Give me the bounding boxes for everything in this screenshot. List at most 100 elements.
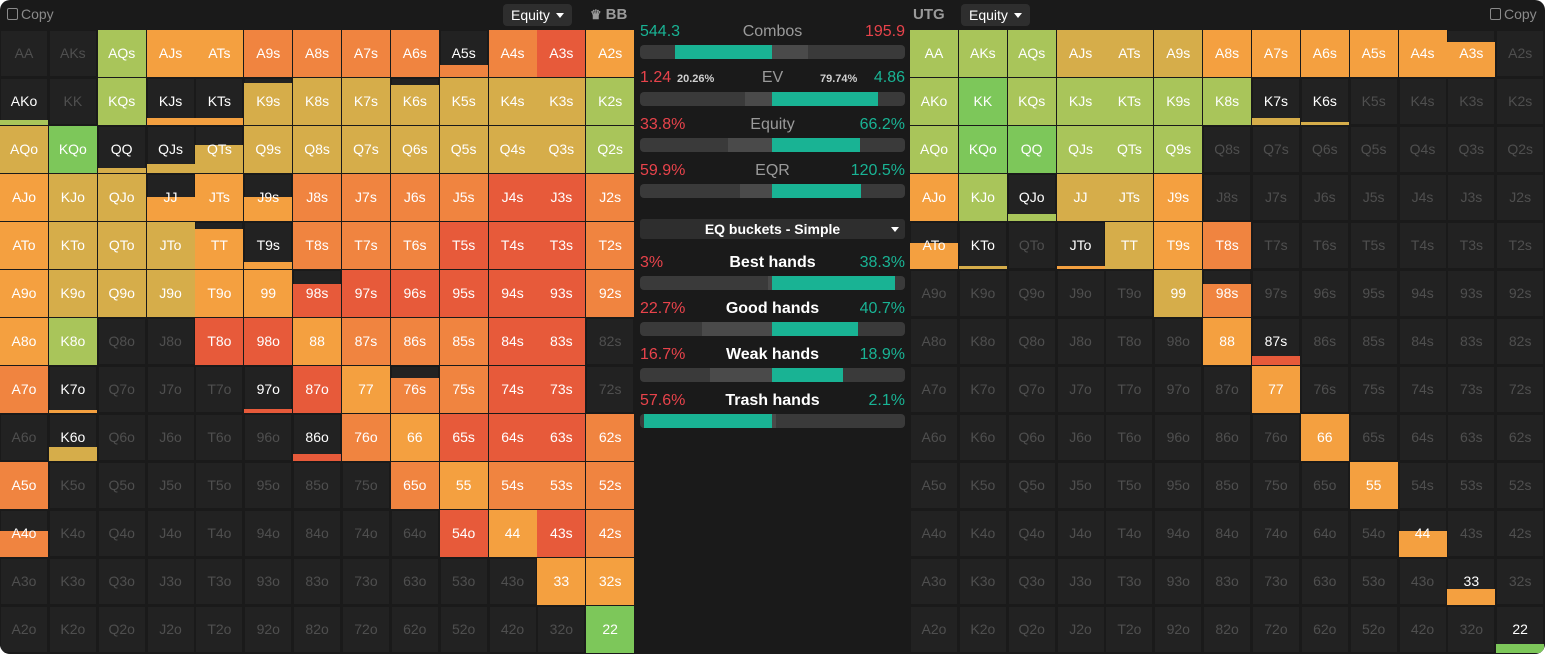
bb-hand-cell[interactable]: TT bbox=[195, 222, 244, 269]
utg-hand-cell[interactable]: 99 bbox=[1154, 270, 1203, 317]
utg-hand-cell[interactable]: K3s bbox=[1447, 78, 1496, 125]
utg-hand-cell[interactable]: Q5s bbox=[1349, 126, 1398, 173]
utg-hand-cell[interactable]: QTs bbox=[1105, 126, 1154, 173]
utg-hand-cell[interactable]: K4o bbox=[958, 510, 1007, 557]
utg-hand-cell[interactable]: 93o bbox=[1154, 558, 1203, 605]
utg-copy-button[interactable]: Copy bbox=[1490, 6, 1537, 22]
utg-hand-cell[interactable]: J2s bbox=[1496, 174, 1545, 221]
bb-hand-cell[interactable]: 64s bbox=[488, 414, 537, 461]
bb-hand-cell[interactable]: 84o bbox=[293, 510, 342, 557]
bb-hand-cell[interactable]: 76s bbox=[390, 366, 439, 413]
utg-hand-cell[interactable]: AKs bbox=[958, 30, 1007, 77]
bb-hand-cell[interactable]: T3s bbox=[537, 222, 586, 269]
utg-hand-cell[interactable]: 72s bbox=[1496, 366, 1545, 413]
bb-hand-cell[interactable]: KTo bbox=[48, 222, 97, 269]
utg-hand-cell[interactable]: J7s bbox=[1251, 174, 1300, 221]
utg-hand-cell[interactable]: Q9o bbox=[1007, 270, 1056, 317]
utg-hand-cell[interactable]: 65s bbox=[1349, 414, 1398, 461]
bb-hand-cell[interactable]: 63s bbox=[537, 414, 586, 461]
bb-hand-cell[interactable]: A6s bbox=[390, 30, 439, 77]
utg-hand-cell[interactable]: Q7s bbox=[1251, 126, 1300, 173]
utg-hand-cell[interactable]: 74o bbox=[1251, 510, 1300, 557]
bb-hand-cell[interactable]: KQo bbox=[48, 126, 97, 173]
bb-hand-cell[interactable]: J9o bbox=[146, 270, 195, 317]
bb-hand-cell[interactable]: Q6s bbox=[390, 126, 439, 173]
utg-hand-cell[interactable]: T7o bbox=[1105, 366, 1154, 413]
bb-hand-cell[interactable]: 22 bbox=[586, 606, 635, 653]
utg-hand-cell[interactable]: 63o bbox=[1300, 558, 1349, 605]
bb-hand-cell[interactable]: A4s bbox=[488, 30, 537, 77]
utg-hand-cell[interactable]: QJo bbox=[1007, 174, 1056, 221]
bb-hand-cell[interactable]: K3o bbox=[48, 558, 97, 605]
bb-hand-cell[interactable]: T2o bbox=[195, 606, 244, 653]
bb-hand-cell[interactable]: 87o bbox=[293, 366, 342, 413]
bb-hand-cell[interactable]: JTo bbox=[146, 222, 195, 269]
bb-hand-cell[interactable]: AJo bbox=[0, 174, 48, 221]
utg-hand-cell[interactable]: 52s bbox=[1496, 462, 1545, 509]
utg-hand-cell[interactable]: A8s bbox=[1203, 30, 1252, 77]
bb-hand-cell[interactable]: T3o bbox=[195, 558, 244, 605]
utg-hand-cell[interactable]: AQo bbox=[910, 126, 958, 173]
bb-hand-cell[interactable]: J2s bbox=[586, 174, 635, 221]
utg-hand-cell[interactable]: 98o bbox=[1154, 318, 1203, 365]
utg-hand-cell[interactable]: 83s bbox=[1447, 318, 1496, 365]
utg-hand-cell[interactable]: K2o bbox=[958, 606, 1007, 653]
utg-hand-cell[interactable]: Q5o bbox=[1007, 462, 1056, 509]
utg-hand-cell[interactable]: J4o bbox=[1056, 510, 1105, 557]
bb-hand-cell[interactable]: 92s bbox=[586, 270, 635, 317]
bb-hand-cell[interactable]: Q2o bbox=[97, 606, 146, 653]
bb-hand-cell[interactable]: 94o bbox=[244, 510, 293, 557]
bb-hand-cell[interactable]: QJo bbox=[97, 174, 146, 221]
bb-hand-cell[interactable]: Q9o bbox=[97, 270, 146, 317]
bb-hand-cell[interactable]: A2o bbox=[0, 606, 48, 653]
utg-hand-cell[interactable]: 85o bbox=[1203, 462, 1252, 509]
bb-hand-cell[interactable]: 93s bbox=[537, 270, 586, 317]
utg-hand-cell[interactable]: Q3s bbox=[1447, 126, 1496, 173]
utg-hand-cell[interactable]: 54o bbox=[1349, 510, 1398, 557]
utg-hand-cell[interactable]: 53o bbox=[1349, 558, 1398, 605]
utg-hand-cell[interactable]: 33 bbox=[1447, 558, 1496, 605]
bb-hand-cell[interactable]: J8s bbox=[293, 174, 342, 221]
utg-hand-cell[interactable]: 62s bbox=[1496, 414, 1545, 461]
utg-hand-cell[interactable]: A3o bbox=[910, 558, 958, 605]
utg-hand-cell[interactable]: 96s bbox=[1300, 270, 1349, 317]
bb-hand-cell[interactable]: J3s bbox=[537, 174, 586, 221]
bb-hand-cell[interactable]: 32o bbox=[537, 606, 586, 653]
utg-hand-cell[interactable]: Q2o bbox=[1007, 606, 1056, 653]
utg-hand-cell[interactable]: 93s bbox=[1447, 270, 1496, 317]
bb-hand-cell[interactable]: 55 bbox=[439, 462, 488, 509]
utg-hand-cell[interactable]: 96o bbox=[1154, 414, 1203, 461]
bb-hand-cell[interactable]: Q9s bbox=[244, 126, 293, 173]
utg-hand-cell[interactable]: Q2s bbox=[1496, 126, 1545, 173]
utg-hand-cell[interactable]: 76s bbox=[1300, 366, 1349, 413]
utg-hand-cell[interactable]: J3o bbox=[1056, 558, 1105, 605]
utg-hand-cell[interactable]: 73o bbox=[1251, 558, 1300, 605]
utg-hand-cell[interactable]: 87o bbox=[1203, 366, 1252, 413]
utg-hand-cell[interactable]: A7s bbox=[1251, 30, 1300, 77]
bb-hand-cell[interactable]: 74o bbox=[341, 510, 390, 557]
bb-hand-cell[interactable]: 75o bbox=[341, 462, 390, 509]
bb-hand-cell[interactable]: T9s bbox=[244, 222, 293, 269]
bb-hand-cell[interactable]: 97s bbox=[341, 270, 390, 317]
utg-hand-cell[interactable]: Q9s bbox=[1154, 126, 1203, 173]
utg-hand-cell[interactable]: J6o bbox=[1056, 414, 1105, 461]
bb-hand-cell[interactable]: 83o bbox=[293, 558, 342, 605]
utg-hand-cell[interactable]: 82o bbox=[1203, 606, 1252, 653]
utg-hand-cell[interactable]: T8s bbox=[1203, 222, 1252, 269]
utg-hand-cell[interactable]: 54s bbox=[1398, 462, 1447, 509]
utg-hand-cell[interactable]: Q7o bbox=[1007, 366, 1056, 413]
bb-hand-cell[interactable]: J5o bbox=[146, 462, 195, 509]
bb-hand-cell[interactable]: A6o bbox=[0, 414, 48, 461]
bb-hand-cell[interactable]: T5o bbox=[195, 462, 244, 509]
utg-hand-cell[interactable]: ATs bbox=[1105, 30, 1154, 77]
utg-hand-cell[interactable]: 32s bbox=[1496, 558, 1545, 605]
utg-hand-cell[interactable]: K5s bbox=[1349, 78, 1398, 125]
bb-hand-cell[interactable]: KTs bbox=[195, 78, 244, 125]
bb-hand-cell[interactable]: Q7o bbox=[97, 366, 146, 413]
utg-hand-cell[interactable]: QTo bbox=[1007, 222, 1056, 269]
utg-hand-cell[interactable]: JTs bbox=[1105, 174, 1154, 221]
bb-hand-cell[interactable]: J7s bbox=[341, 174, 390, 221]
utg-hand-cell[interactable]: T6o bbox=[1105, 414, 1154, 461]
bb-hand-cell[interactable]: KJs bbox=[146, 78, 195, 125]
bb-hand-cell[interactable]: T6o bbox=[195, 414, 244, 461]
